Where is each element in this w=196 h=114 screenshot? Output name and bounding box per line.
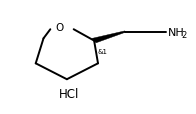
- Text: HCl: HCl: [59, 88, 79, 101]
- Text: 2: 2: [181, 30, 187, 39]
- Polygon shape: [92, 32, 126, 43]
- Text: &1: &1: [97, 49, 107, 54]
- Text: O: O: [55, 23, 63, 33]
- Text: NH: NH: [168, 27, 185, 37]
